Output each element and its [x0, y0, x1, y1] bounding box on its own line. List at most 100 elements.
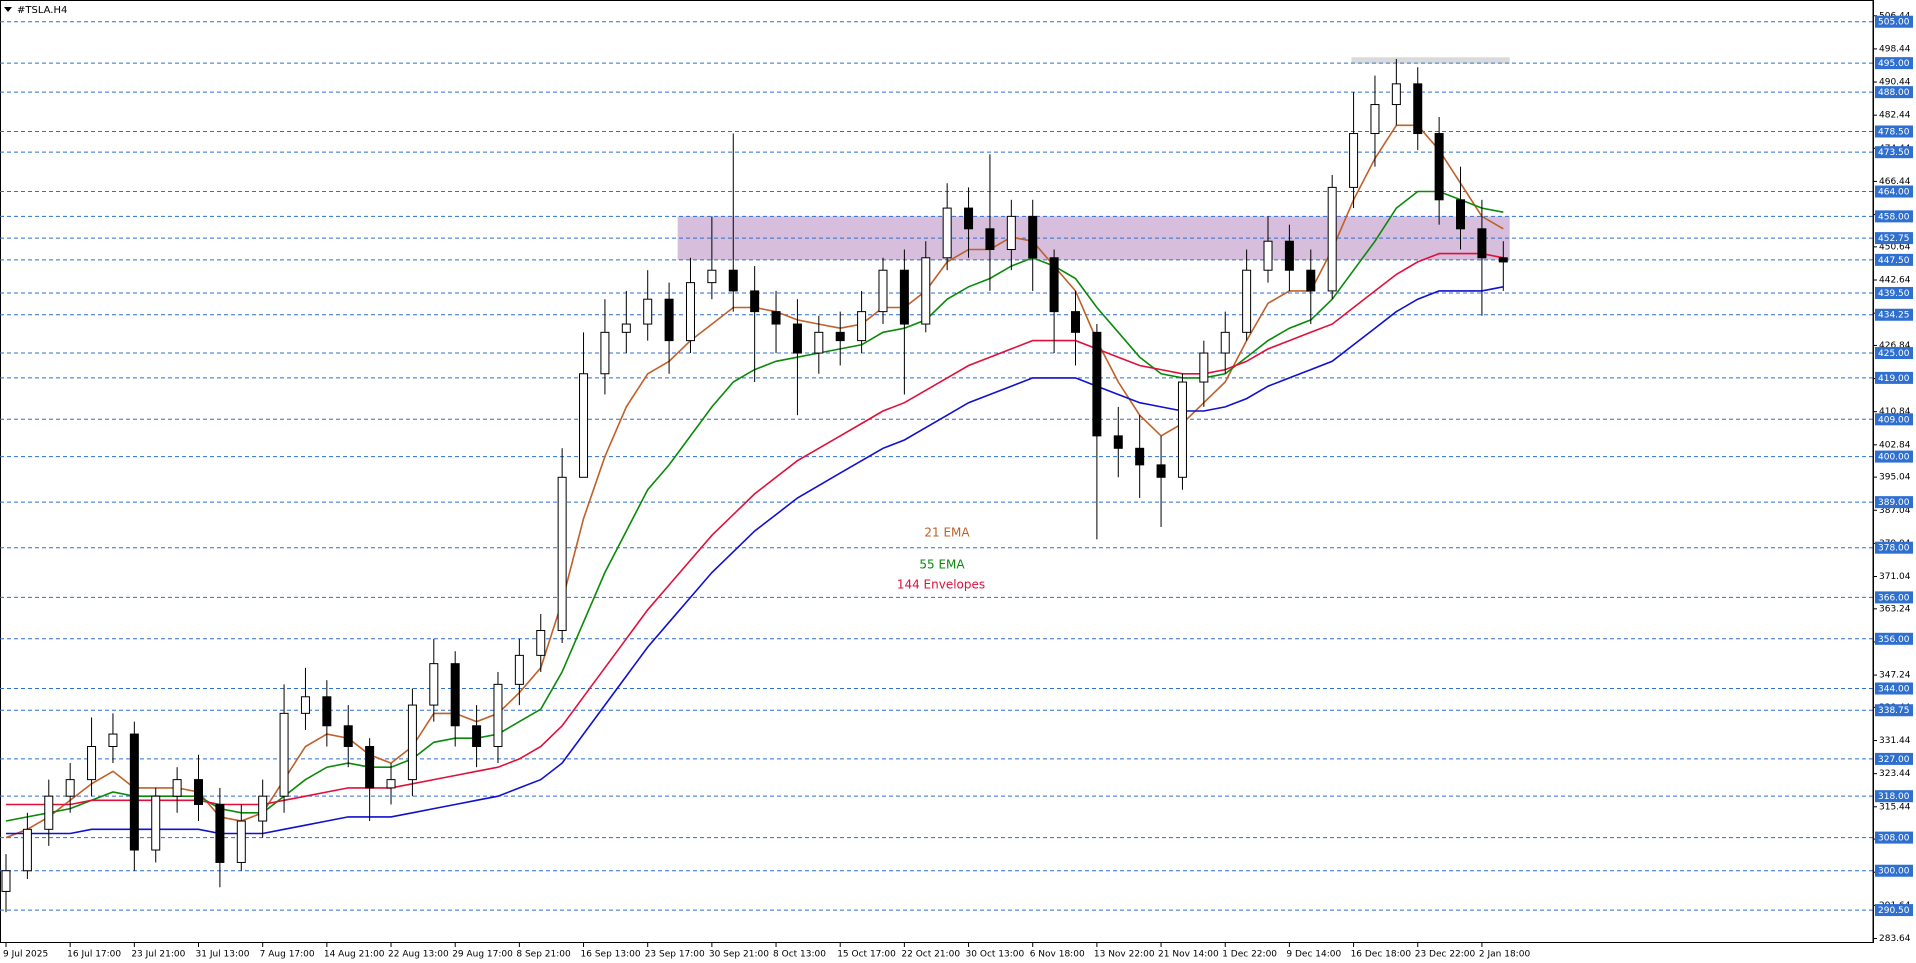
level-box: [1875, 450, 1913, 463]
y-tick-label: 442.64: [1879, 275, 1911, 285]
candle-body: [365, 745, 375, 789]
x-tick-label: 9 Jul 2025: [3, 950, 48, 960]
level-label: 318.00: [1878, 792, 1910, 802]
level-box: [1875, 831, 1913, 844]
candle-body: [65, 779, 75, 797]
candle-body: [1199, 352, 1209, 383]
level-box: [1875, 57, 1913, 70]
level-box: [1875, 146, 1913, 159]
candle-body: [1306, 269, 1316, 292]
candle-body: [129, 733, 139, 851]
plot-frame: [0, 0, 1874, 943]
x-tick-label: 9 Dec 14:00: [1286, 950, 1341, 960]
level-tag: 366.00: [1875, 591, 1913, 604]
level-label: 505.00: [1878, 18, 1910, 28]
level-label: 488.00: [1878, 88, 1910, 98]
candle-body: [258, 795, 268, 822]
candle-body: [386, 779, 396, 789]
level-box: [1875, 704, 1913, 717]
x-tick-label: 6 Nov 18:00: [1030, 950, 1085, 960]
level-label: 366.00: [1878, 593, 1910, 603]
candle-body: [579, 373, 589, 478]
level-label: 290.50: [1878, 906, 1910, 916]
level-tag: 447.50: [1875, 253, 1913, 266]
level-label: 338.75: [1878, 706, 1910, 716]
candle-body: [792, 323, 802, 354]
level-tag: 389.00: [1875, 496, 1913, 509]
level-label: 356.00: [1878, 635, 1910, 645]
level-tag: 478.50: [1875, 125, 1913, 138]
level-box: [1875, 790, 1913, 803]
y-tick-label: 315.44: [1879, 802, 1911, 812]
level-tag: 409.00: [1875, 413, 1913, 426]
candle-body: [621, 323, 631, 333]
candle-body: [814, 331, 824, 354]
level-tag: 495.00: [1875, 57, 1913, 70]
level-tag: 452.75: [1875, 232, 1913, 245]
level-box: [1875, 185, 1913, 198]
candle-body: [44, 795, 54, 830]
level-tag: 439.50: [1875, 286, 1913, 299]
candle-body: [835, 331, 845, 342]
level-box: [1875, 347, 1913, 360]
level-label: 473.50: [1878, 148, 1910, 158]
level-label: 327.00: [1878, 755, 1910, 765]
level-box: [1875, 752, 1913, 765]
x-tick-label: 30 Oct 13:00: [966, 950, 1025, 960]
candle-body: [322, 696, 332, 727]
level-tag: 458.00: [1875, 210, 1913, 223]
indicator-name: 21 EMA: [924, 526, 970, 540]
level-label: 434.25: [1878, 311, 1910, 321]
y-tick-label: 371.04: [1879, 572, 1911, 582]
candle-body: [1, 870, 11, 892]
level-label: 378.00: [1878, 544, 1910, 554]
y-tick-label: 331.44: [1879, 736, 1911, 746]
level-box: [1875, 864, 1913, 877]
candle-body: [172, 779, 182, 797]
candle-body: [22, 828, 32, 872]
menu-arrow[interactable]: [4, 7, 12, 12]
x-tick-label: 2 Jan 18:00: [1479, 950, 1531, 960]
x-tick-label: 23 Sep 17:00: [645, 950, 705, 960]
x-tick-label: 15 Oct 17:00: [837, 950, 896, 960]
candle-body: [1327, 186, 1337, 292]
level-label: 419.00: [1878, 374, 1910, 384]
candle-body: [1071, 311, 1080, 333]
candle-body: [194, 779, 204, 805]
x-tick-label: 14 Aug 21:00: [324, 950, 385, 960]
level-box: [1875, 286, 1913, 299]
candle-body: [1391, 83, 1401, 106]
candle-body: [151, 795, 161, 851]
y-tick-label: 426.84: [1879, 341, 1911, 351]
indicator-name: 144 Envelopes: [897, 578, 985, 592]
level-label: 389.00: [1878, 498, 1910, 508]
level-label: 439.50: [1878, 289, 1910, 299]
level-label: 478.50: [1878, 127, 1910, 137]
candle-body: [514, 654, 524, 685]
level-box: [1875, 904, 1913, 917]
candle-body: [921, 257, 931, 325]
y-tick-label: 482.44: [1879, 111, 1911, 121]
candle-body: [1113, 435, 1123, 449]
candle-body: [771, 311, 781, 325]
x-tick-label: 8 Oct 13:00: [773, 950, 826, 960]
level-tag: 327.00: [1875, 752, 1913, 765]
x-tick-label: 30 Sep 21:00: [709, 950, 769, 960]
candle-body: [878, 269, 888, 313]
level-label: 425.00: [1878, 349, 1910, 359]
level-label: 447.50: [1878, 256, 1910, 266]
level-tag: 419.00: [1875, 371, 1913, 384]
x-tick-label: 1 Dec 22:00: [1222, 950, 1277, 960]
candle-body: [985, 228, 995, 251]
candle-body: [643, 298, 653, 325]
level-tag: 318.00: [1875, 790, 1913, 803]
level-box: [1875, 591, 1913, 604]
level-box: [1875, 682, 1913, 695]
candle-body: [1092, 331, 1102, 437]
level-tag: 308.00: [1875, 831, 1913, 844]
level-label: 409.00: [1878, 415, 1910, 425]
level-box: [1875, 371, 1913, 384]
x-tick-label: 7 Aug 17:00: [260, 950, 315, 960]
level-tag: 290.50: [1875, 904, 1913, 917]
candle-body: [343, 725, 353, 747]
